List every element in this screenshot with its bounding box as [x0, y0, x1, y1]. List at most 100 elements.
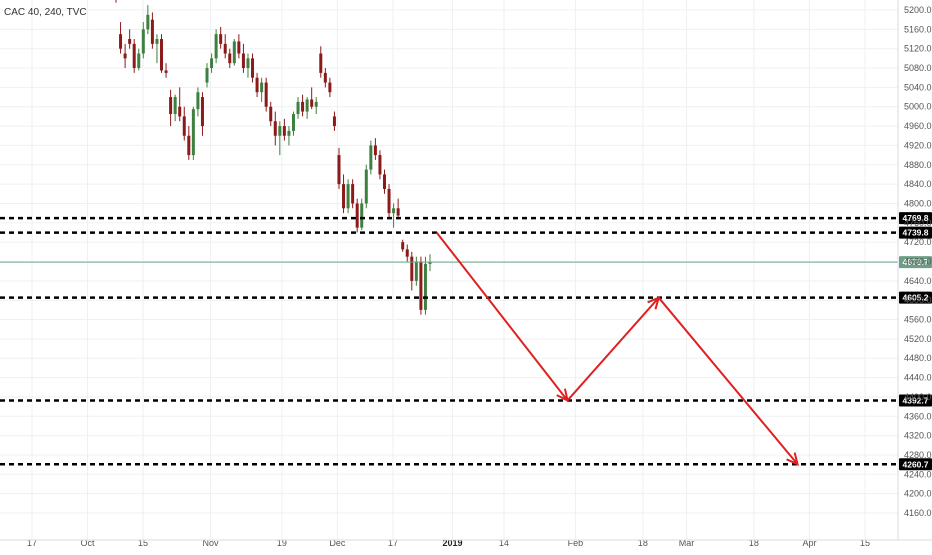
candle-body	[423, 263, 427, 310]
y-tick-label: 5080.0	[904, 63, 932, 73]
candle-body	[241, 53, 245, 69]
candle-body	[305, 99, 309, 112]
candle-body	[196, 92, 200, 110]
candle-body	[369, 145, 373, 170]
candle-body	[128, 39, 132, 44]
y-tick-label: 4200.0	[904, 489, 932, 499]
y-tick-label: 4760.0	[904, 218, 932, 228]
y-tick-label: 5000.0	[904, 102, 932, 112]
x-tick-label: 17	[388, 538, 398, 548]
y-tick-label: 4680.0	[904, 257, 932, 267]
y-tick-label: 4640.0	[904, 276, 932, 286]
candle-body	[187, 135, 191, 156]
candle-body	[264, 82, 268, 107]
candle-body	[364, 169, 368, 204]
candle-body	[119, 34, 123, 49]
level-label: 4769.8	[903, 213, 929, 223]
arrowhead	[786, 452, 800, 467]
level-label: 4260.7	[903, 459, 929, 469]
y-tick-label: 4360.0	[904, 411, 932, 421]
y-tick-label: 4520.0	[904, 334, 932, 344]
level-badge	[899, 458, 932, 471]
candle-body	[237, 41, 241, 54]
x-tick-label: Mar	[679, 538, 695, 548]
candle-body	[382, 174, 386, 189]
y-tick-label: 5120.0	[904, 44, 932, 54]
projection-arrows	[435, 231, 800, 467]
candle-body	[323, 72, 327, 83]
x-tick-label: 15	[138, 538, 148, 548]
level-layer: 4678.7 4769.8 4739.8 4605.2 4392.7 4260.7	[0, 212, 932, 471]
current-price-label: 4678.7	[903, 257, 929, 267]
candle-body	[396, 208, 400, 216]
candle-body	[182, 116, 186, 136]
symbol-label: CAC 40, 240, TVC	[4, 7, 87, 18]
candle-body	[160, 39, 164, 71]
x-tick-label: Nov	[202, 538, 219, 548]
candle-body	[228, 53, 232, 64]
candle-body	[414, 261, 418, 281]
candle-body	[260, 82, 264, 93]
candle-body	[296, 101, 300, 114]
x-tick-label: Dec	[329, 538, 346, 548]
y-tick-label: 4800.0	[904, 198, 932, 208]
y-tick-label: 4160.0	[904, 508, 932, 518]
y-tick-label: 4280.0	[904, 450, 932, 460]
y-tick-label: 5040.0	[904, 82, 932, 92]
candle-body	[173, 97, 177, 114]
candle-body	[342, 184, 346, 209]
candle-body	[205, 68, 209, 83]
candle-body	[378, 155, 382, 175]
x-tick-label: 18	[638, 538, 648, 548]
candle-body	[214, 34, 218, 59]
candle-body	[373, 145, 377, 156]
candle-body	[255, 77, 259, 93]
y-tick-label: 4840.0	[904, 179, 932, 189]
projection-segment	[566, 297, 660, 402]
candle-body	[155, 39, 159, 44]
candle-body	[405, 249, 409, 257]
candle-body	[132, 43, 136, 69]
candle-body	[251, 58, 255, 78]
candle-body	[401, 242, 405, 250]
candle-body	[123, 53, 127, 59]
candle-body	[337, 155, 341, 185]
candle-body	[169, 97, 173, 114]
candle-body	[314, 101, 318, 107]
candle-body	[332, 116, 336, 127]
level-label: 4739.8	[903, 228, 929, 238]
candle-body	[164, 70, 168, 73]
y-tick-label: 5160.0	[904, 24, 932, 34]
x-tick-label: 14	[499, 538, 509, 548]
candle-body	[282, 126, 286, 136]
candle-body	[410, 256, 414, 281]
candle-body	[191, 109, 195, 156]
x-tick-label: 18	[749, 538, 759, 548]
candle-body	[287, 130, 291, 136]
y-tick-label: 4600.0	[904, 295, 932, 305]
candle-body	[219, 34, 223, 44]
candle-body	[351, 184, 355, 204]
candle-body	[150, 19, 154, 44]
candle-body	[346, 184, 350, 209]
y-tick-label: 4440.0	[904, 373, 932, 383]
candle-body	[428, 262, 432, 264]
x-tick-label: 15	[860, 538, 870, 548]
candle-body	[269, 106, 273, 122]
candle-body	[355, 203, 359, 228]
grid-layer	[0, 0, 898, 540]
level-badge	[899, 226, 932, 239]
candle-body	[232, 41, 236, 64]
y-tick-label: 4320.0	[904, 431, 932, 441]
x-tick-label: 2019	[442, 538, 462, 548]
candle-body	[210, 58, 214, 69]
candle-body	[419, 261, 423, 310]
current-price-badge	[899, 256, 932, 269]
candle-body	[278, 126, 282, 136]
candle-body	[246, 58, 250, 69]
candle-body	[178, 106, 182, 117]
candle-layer	[115, 0, 432, 315]
